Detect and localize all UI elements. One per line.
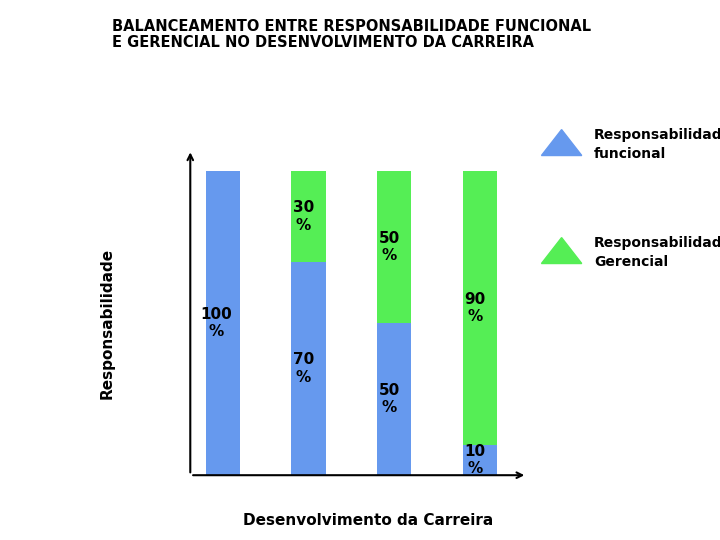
Bar [292, 171, 325, 262]
Text: 90
%: 90 % [464, 292, 485, 324]
Text: Responsabilidade: Responsabilidade [594, 236, 720, 250]
Text: 10
%: 10 % [464, 444, 485, 476]
Text: funcional: funcional [594, 147, 666, 161]
Text: Responsabilidade: Responsabilidade [99, 247, 114, 399]
Text: Responsabilidade: Responsabilidade [594, 128, 720, 142]
Text: 70
%: 70 % [293, 353, 314, 385]
Text: 30
%: 30 % [293, 200, 314, 233]
Text: 50
%: 50 % [379, 383, 400, 415]
Text: Desenvolvimento da Carreira: Desenvolvimento da Carreira [243, 514, 494, 528]
Bar [463, 445, 497, 475]
Bar [463, 171, 497, 445]
Bar [292, 262, 325, 475]
Text: 50
%: 50 % [379, 231, 400, 263]
Bar [377, 171, 411, 323]
Text: E GERENCIAL NO DESENVOLVIMENTO DA CARREIRA: E GERENCIAL NO DESENVOLVIMENTO DA CARREI… [112, 35, 534, 50]
Bar [206, 171, 240, 475]
Text: Gerencial: Gerencial [594, 255, 668, 269]
Text: BALANCEAMENTO ENTRE RESPONSABILIDADE FUNCIONAL: BALANCEAMENTO ENTRE RESPONSABILIDADE FUN… [112, 19, 590, 34]
Text: 100
%: 100 % [200, 307, 232, 339]
Bar [377, 323, 411, 475]
